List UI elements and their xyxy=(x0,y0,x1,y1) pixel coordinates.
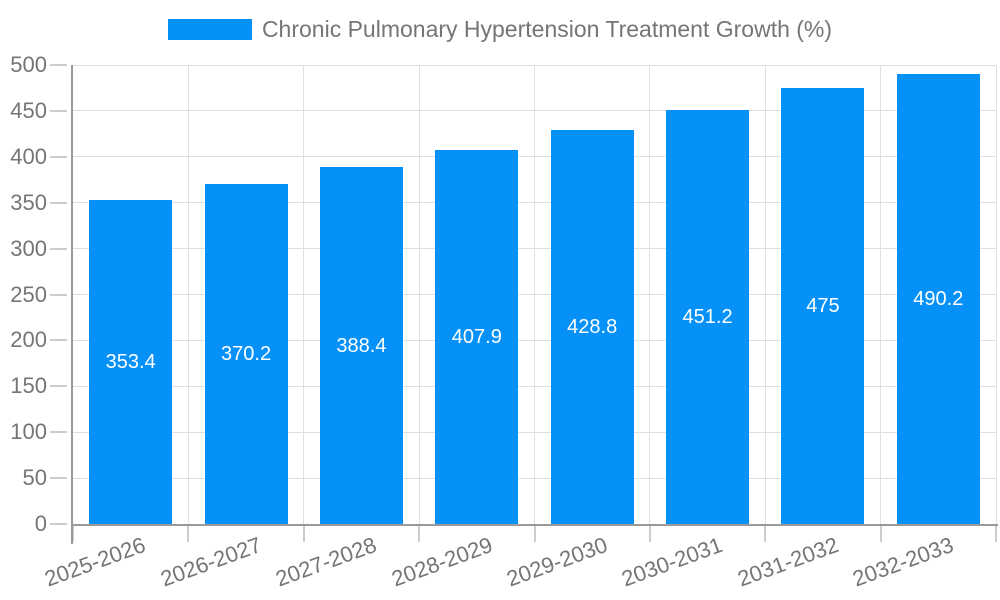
y-axis-tick xyxy=(50,155,67,158)
bar-value-label: 388.4 xyxy=(336,334,387,357)
x-axis-line xyxy=(71,524,998,526)
y-axis-tick xyxy=(50,431,67,434)
y-axis-tick xyxy=(50,64,67,66)
x-gridline xyxy=(880,65,882,524)
bar-value-label: 475 xyxy=(806,294,840,317)
x-gridline xyxy=(303,65,305,524)
y-axis-tick-label: 50 xyxy=(22,465,47,491)
bar-value-label: 428.8 xyxy=(567,316,618,339)
bar xyxy=(550,130,634,524)
x-axis-tick xyxy=(302,524,305,542)
y-axis-tick-label: 500 xyxy=(10,52,47,77)
y-axis-tick xyxy=(50,385,67,388)
y-axis-tick-label: 300 xyxy=(10,235,47,261)
y-axis-tick-label: 450 xyxy=(10,97,47,123)
y-axis-tick-label: 0 xyxy=(34,511,47,536)
x-axis-label: 2031-2032 xyxy=(734,532,842,592)
x-gridline xyxy=(995,65,997,524)
x-axis-tick xyxy=(187,524,190,542)
y-axis-tick xyxy=(50,339,67,342)
x-gridline xyxy=(649,65,651,524)
x-axis-tick xyxy=(533,524,536,542)
x-gridline xyxy=(534,65,535,524)
legend-color-swatch xyxy=(167,19,252,40)
bar xyxy=(781,87,865,524)
x-axis-tick xyxy=(418,524,421,542)
legend: Chronic Pulmonary Hypertension Treatment… xyxy=(0,16,1000,43)
y-axis-tick xyxy=(50,523,67,525)
x-axis-tick xyxy=(879,524,882,542)
plot-area: 0 50 100 150 200 250 300 350 400 450 500 353.4 370.2… xyxy=(10,52,998,591)
x-gridline xyxy=(764,65,766,524)
bar xyxy=(319,167,403,524)
x-axis-label: 2028-2029 xyxy=(387,532,496,592)
bar-value-label: 370.2 xyxy=(221,343,272,366)
y-axis-tick-label: 200 xyxy=(10,327,47,353)
x-axis-tick xyxy=(764,524,767,542)
y-axis-tick-label: 400 xyxy=(10,143,47,169)
y-axis-tick-label: 100 xyxy=(10,419,47,445)
x-axis-label: 2027-2028 xyxy=(272,532,380,592)
x-axis-label: 2025-2026 xyxy=(41,532,150,592)
x-axis-tick xyxy=(72,524,74,542)
bar-value-label: 451.2 xyxy=(682,305,733,328)
x-axis-label: 2032-2033 xyxy=(849,532,957,592)
bar xyxy=(204,184,288,524)
y-axis-tick xyxy=(50,247,67,250)
y-axis-tick xyxy=(50,201,67,204)
y-axis-tick xyxy=(50,109,67,112)
bar xyxy=(666,109,750,524)
x-axis-tick xyxy=(648,524,651,542)
y-axis-tick xyxy=(50,477,67,480)
x-axis-tick xyxy=(995,524,997,542)
y-axis-tick-label: 350 xyxy=(10,189,47,215)
y-axis-line xyxy=(71,65,73,544)
y-axis-tick-label: 250 xyxy=(10,281,47,307)
x-axis-label: 2030-2031 xyxy=(618,532,727,592)
x-axis-label: 2029-2030 xyxy=(503,532,611,592)
bar-value-label: 353.4 xyxy=(105,350,156,373)
bar xyxy=(89,199,173,524)
chart-title: Chronic Pulmonary Hypertension Treatment… xyxy=(261,16,833,42)
x-axis-label: 2026-2027 xyxy=(157,532,265,592)
bar xyxy=(435,149,519,524)
bar xyxy=(896,73,980,524)
y-axis-tick xyxy=(50,293,67,296)
y-axis-tick-label: 150 xyxy=(10,373,47,399)
bar-value-label: 490.2 xyxy=(913,287,964,310)
bar-value-label: 407.9 xyxy=(451,325,502,348)
x-gridline xyxy=(418,65,420,524)
x-gridline xyxy=(187,65,189,524)
